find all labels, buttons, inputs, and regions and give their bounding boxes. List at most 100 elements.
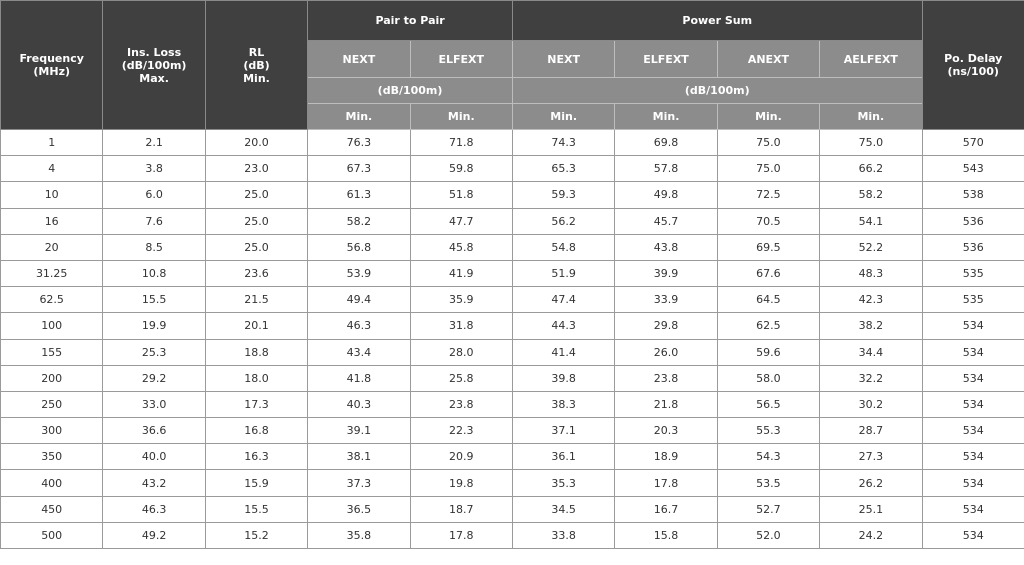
- cell-p2p-elfext: 59.8: [409, 155, 513, 183]
- cell-rl: 23.6: [204, 259, 309, 288]
- header-min: Min.: [614, 103, 718, 130]
- cell-p2p-elfext: 47.7: [409, 207, 513, 235]
- cell-frequency: 100: [0, 312, 104, 340]
- cell-ps-aelfext: 32.2: [819, 364, 923, 392]
- cell-ins-loss: 29.2: [102, 364, 206, 392]
- cell-po-delay: 570: [921, 128, 1024, 157]
- cell-frequency: 62.5: [0, 286, 104, 314]
- table-row: 300 36.6 16.8 39.1 22.3 37.1 20.3 55.3 28.7 534: [0, 417, 1024, 445]
- header-power-sum: Power Sum: [511, 0, 923, 41]
- cell-rl: 25.0: [204, 181, 309, 209]
- cell-p2p-elfext: 20.9: [409, 443, 513, 471]
- cell-po-delay: 536: [921, 207, 1024, 235]
- cell-ps-elfext: 17.8: [614, 469, 718, 497]
- cell-ps-aelfext: 27.3: [819, 443, 923, 471]
- header-ps-anext: ANEXT: [716, 40, 821, 78]
- table-row: 500 49.2 15.2 35.8 17.8 33.8 15.8 52.0 24.2 534: [0, 521, 1024, 550]
- table-row: 450 46.3 15.5 36.5 18.7 34.5 16.7 52.7 25.1 534: [0, 495, 1024, 523]
- cell-ps-anext: 62.5: [716, 312, 821, 340]
- cell-frequency: 1: [0, 128, 104, 157]
- cell-ps-elfext: 26.0: [614, 338, 718, 366]
- cell-ps-next: 56.2: [511, 207, 616, 235]
- cell-p2p-elfext: 41.9: [409, 259, 513, 288]
- cell-ps-next: 34.5: [511, 495, 616, 523]
- cell-frequency: 200: [0, 364, 104, 392]
- cell-ps-aelfext: 30.2: [819, 390, 923, 419]
- cell-ps-next: 38.3: [511, 390, 616, 419]
- cell-p2p-elfext: 17.8: [409, 521, 513, 550]
- header-ps-unit: (dB/100m): [511, 77, 923, 104]
- cell-frequency: 16: [0, 207, 104, 235]
- cell-ins-loss: 43.2: [102, 469, 206, 497]
- cell-ps-elfext: 33.9: [614, 286, 718, 314]
- cell-po-delay: 534: [921, 521, 1024, 550]
- header-rl: RL (dB) Min.: [204, 0, 309, 130]
- cell-ps-anext: 59.6: [716, 338, 821, 366]
- cell-frequency: 300: [0, 417, 104, 445]
- cell-ps-next: 41.4: [511, 338, 616, 366]
- cell-p2p-next: 76.3: [307, 128, 411, 157]
- cell-p2p-next: 49.4: [307, 286, 411, 314]
- cell-ps-anext: 54.3: [716, 443, 821, 471]
- cell-po-delay: 534: [921, 417, 1024, 445]
- cell-ps-aelfext: 26.2: [819, 469, 923, 497]
- cell-rl: 18.8: [204, 338, 309, 366]
- header-min: Min.: [716, 103, 821, 130]
- cell-ins-loss: 8.5: [102, 233, 206, 261]
- header-min: Min.: [819, 103, 923, 130]
- header-po-delay: Po. Delay (ns/100): [921, 0, 1024, 130]
- cell-po-delay: 534: [921, 469, 1024, 497]
- header-min: Min.: [307, 103, 411, 130]
- cell-p2p-elfext: 23.8: [409, 390, 513, 419]
- table-row: 16 7.6 25.0 58.2 47.7 56.2 45.7 70.5 54.1 536: [0, 207, 1024, 235]
- header-min: Min.: [409, 103, 513, 130]
- cell-ins-loss: 25.3: [102, 338, 206, 366]
- cell-frequency: 450: [0, 495, 104, 523]
- cell-frequency: 10: [0, 181, 104, 209]
- cell-p2p-next: 40.3: [307, 390, 411, 419]
- cell-ps-elfext: 18.9: [614, 443, 718, 471]
- cell-p2p-next: 36.5: [307, 495, 411, 523]
- cell-frequency: 20: [0, 233, 104, 261]
- cell-ps-aelfext: 54.1: [819, 207, 923, 235]
- cell-ins-loss: 6.0: [102, 181, 206, 209]
- cell-ins-loss: 49.2: [102, 521, 206, 550]
- cell-p2p-next: 46.3: [307, 312, 411, 340]
- cell-p2p-next: 43.4: [307, 338, 411, 366]
- table-row: 20 8.5 25.0 56.8 45.8 54.8 43.8 69.5 52.2 536: [0, 233, 1024, 261]
- cell-ps-aelfext: 24.2: [819, 521, 923, 550]
- cell-rl: 15.5: [204, 495, 309, 523]
- cell-ps-anext: 70.5: [716, 207, 821, 235]
- cell-ps-anext: 72.5: [716, 181, 821, 209]
- table-row: 62.5 15.5 21.5 49.4 35.9 47.4 33.9 64.5 42.3 535: [0, 286, 1024, 314]
- cell-po-delay: 534: [921, 312, 1024, 340]
- cell-p2p-next: 38.1: [307, 443, 411, 471]
- cell-ins-loss: 10.8: [102, 259, 206, 288]
- cell-ins-loss: 33.0: [102, 390, 206, 419]
- cell-ins-loss: 7.6: [102, 207, 206, 235]
- cell-p2p-elfext: 19.8: [409, 469, 513, 497]
- cell-p2p-elfext: 51.8: [409, 181, 513, 209]
- cell-ins-loss: 15.5: [102, 286, 206, 314]
- cell-rl: 20.0: [204, 128, 309, 157]
- cell-ps-aelfext: 28.7: [819, 417, 923, 445]
- table-row: 10 6.0 25.0 61.3 51.8 59.3 49.8 72.5 58.2 538: [0, 181, 1024, 209]
- header-p2p-unit: (dB/100m): [307, 77, 513, 104]
- cell-ps-aelfext: 38.2: [819, 312, 923, 340]
- cell-ins-loss: 36.6: [102, 417, 206, 445]
- cell-ps-aelfext: 58.2: [819, 181, 923, 209]
- cell-p2p-next: 58.2: [307, 207, 411, 235]
- header-min: Min.: [511, 103, 616, 130]
- cell-ins-loss: 40.0: [102, 443, 206, 471]
- cell-frequency: 350: [0, 443, 104, 471]
- table-row: 4 3.8 23.0 67.3 59.8 65.3 57.8 75.0 66.2 543: [0, 155, 1024, 183]
- cell-ps-next: 36.1: [511, 443, 616, 471]
- cell-ins-loss: 46.3: [102, 495, 206, 523]
- cell-p2p-elfext: 35.9: [409, 286, 513, 314]
- header-ps-elfext: ELFEXT: [614, 40, 718, 78]
- cell-p2p-elfext: 18.7: [409, 495, 513, 523]
- cell-ps-anext: 64.5: [716, 286, 821, 314]
- cell-rl: 16.3: [204, 443, 309, 471]
- cell-ps-next: 54.8: [511, 233, 616, 261]
- cell-ps-next: 39.8: [511, 364, 616, 392]
